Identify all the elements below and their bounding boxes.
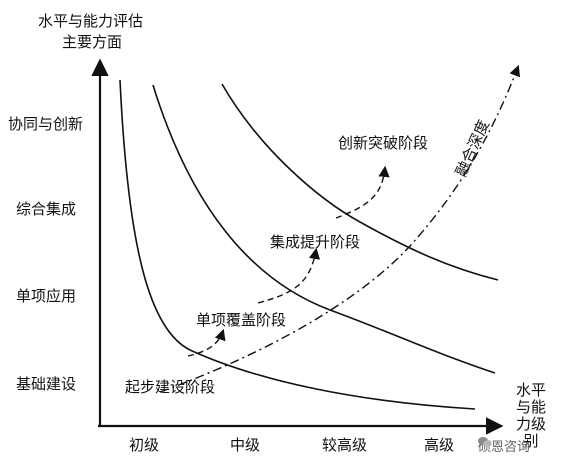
- y-category-single-application: 单项应用: [16, 287, 77, 305]
- stage-label-startup: 起步建设阶段: [125, 378, 216, 396]
- curve-3: [221, 83, 499, 281]
- fusion-depth-arrow: [159, 64, 521, 393]
- x-axis-title: 水平 与能 力级 别: [513, 382, 549, 450]
- x-category-advanced: 高级: [424, 436, 455, 454]
- curve-2: [152, 84, 496, 374]
- x-axis-title-line1: 水平: [515, 381, 546, 399]
- y-axis-title-line1: 水平与能力评估: [38, 12, 144, 30]
- x-axis-title-line4: 别: [523, 432, 539, 450]
- x-category-beginner: 初级: [129, 436, 160, 454]
- y-category-infrastructure: 基础建设: [16, 375, 77, 393]
- stage-arrow-1: [187, 328, 226, 357]
- x-category-upper-intermediate: 较高级: [322, 436, 368, 454]
- stage-arrow-3: [335, 165, 390, 219]
- x-axis-title-line2: 与能: [515, 398, 546, 416]
- watermark: 硕恩咨询: [478, 436, 530, 455]
- y-category-integration: 综合集成: [16, 200, 77, 218]
- stage-label-innovation-breakthrough: 创新突破阶段: [338, 134, 429, 152]
- y-category-collaboration-innovation: 协同与创新: [8, 115, 84, 133]
- wechat-icon: [478, 437, 492, 447]
- curve-1: [119, 79, 476, 410]
- stage-arrow-2: [257, 247, 321, 304]
- stage-label-integration-upgrade: 集成提升阶段: [270, 233, 361, 251]
- x-axis-title-line3: 力级: [515, 415, 546, 433]
- x-category-intermediate: 中级: [230, 436, 261, 454]
- stage-label-single-coverage: 单项覆盖阶段: [196, 311, 287, 329]
- y-axis-title-line2: 主要方面: [62, 33, 123, 51]
